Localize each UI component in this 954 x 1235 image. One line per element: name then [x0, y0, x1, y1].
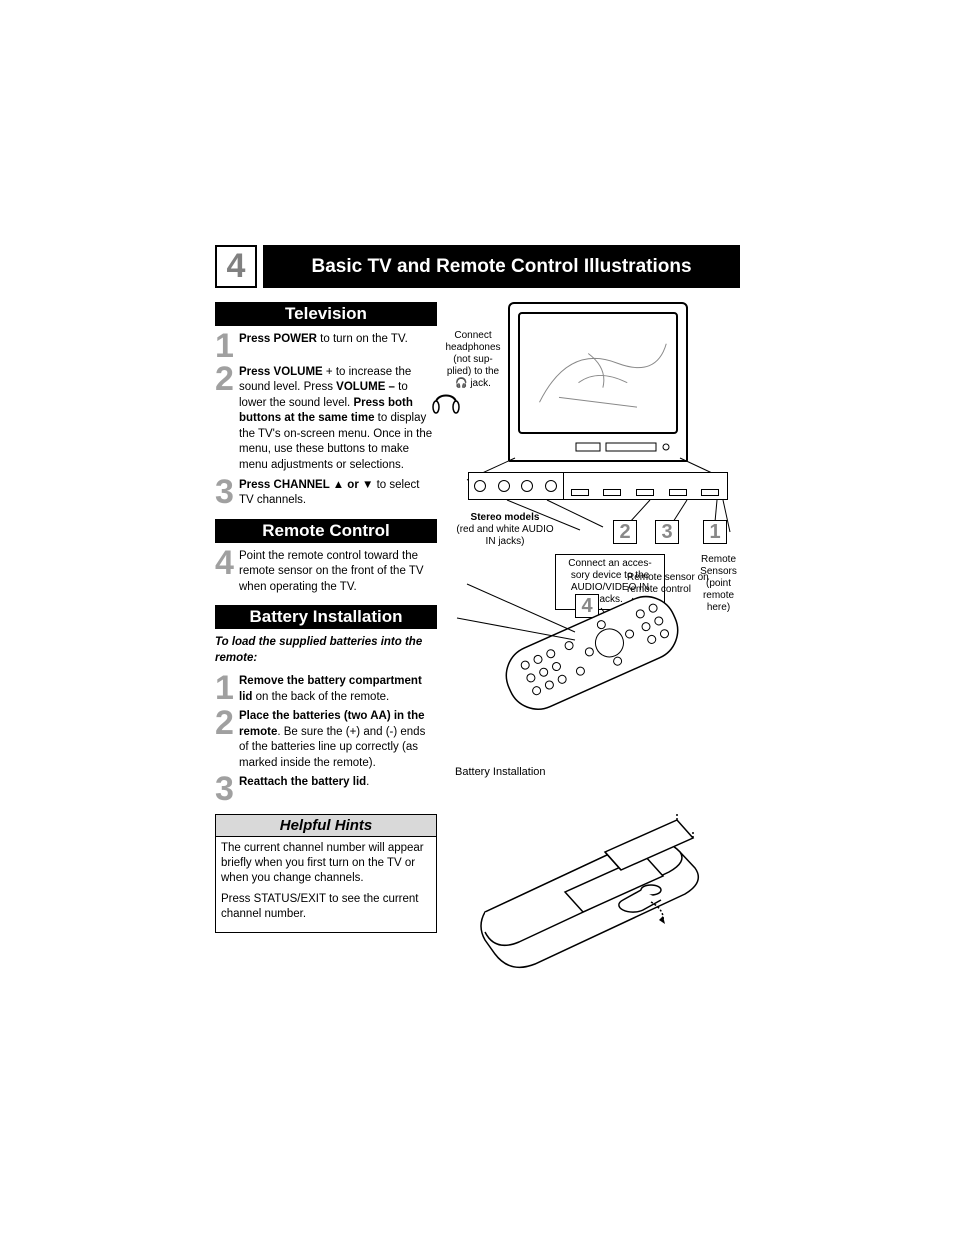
- step-number: 2: [215, 365, 239, 474]
- battery-illustration: Battery Installation: [455, 766, 740, 986]
- instruction-step: 4Point the remote control toward the rem…: [215, 549, 437, 596]
- hint-paragraph: The current channel number will appear b…: [221, 841, 431, 886]
- section-title-television: Television: [215, 302, 437, 326]
- step-text: Reattach the battery lid.: [239, 775, 369, 804]
- page-header: 4 Basic TV and Remote Control Illustrati…: [215, 245, 740, 288]
- callout-1: 1: [703, 520, 727, 544]
- instructions-column: Television 1Press POWER to turn on the T…: [215, 302, 437, 986]
- step-number: 2: [215, 709, 239, 771]
- battery-steps: 1Remove the battery compartment lid on t…: [215, 674, 437, 804]
- helpful-hints-box: Helpful Hints The current channel number…: [215, 814, 437, 933]
- step-text: Press POWER to turn on the TV.: [239, 332, 408, 361]
- step-number: 3: [215, 775, 239, 804]
- instruction-step: 2Press VOLUME + to increase the sound le…: [215, 365, 437, 474]
- page-title-bar: Basic TV and Remote Control Illustration…: [263, 245, 740, 288]
- stereo-models-label: Stereo models (red and white AUDIO IN ja…: [455, 512, 555, 548]
- instruction-step: 2Place the batteries (two AA) in the rem…: [215, 709, 437, 771]
- hints-body: The current channel number will appear b…: [216, 837, 436, 932]
- battery-svg: [455, 782, 725, 982]
- step-text: Press VOLUME + to increase the sound lev…: [239, 365, 437, 474]
- television-steps: 1Press POWER to turn on the TV.2Press VO…: [215, 332, 437, 509]
- remote-illustration: 4 Remote sensor on remote control: [455, 580, 740, 760]
- manual-page: 4 Basic TV and Remote Control Illustrati…: [215, 245, 740, 986]
- step-number: 1: [215, 332, 239, 361]
- page-number-box: 4: [215, 245, 257, 288]
- section-title-remote: Remote Control: [215, 519, 437, 543]
- callout-3: 3: [655, 520, 679, 544]
- battery-caption: Battery Installation: [455, 766, 740, 778]
- step-text: Place the batteries (two AA) in the remo…: [239, 709, 437, 771]
- instruction-step: 1Press POWER to turn on the TV.: [215, 332, 437, 361]
- instruction-step: 3Reattach the battery lid.: [215, 775, 437, 804]
- remote-steps: 4Point the remote control toward the rem…: [215, 549, 437, 596]
- illustration-column: Connectheadphones(not sup-plied) to the🎧…: [455, 302, 740, 986]
- stereo-sub: (red and white AUDIO IN jacks): [456, 524, 553, 547]
- step-number: 1: [215, 674, 239, 705]
- instruction-step: 3Press CHANNEL ▲ or ▼ to select TV chann…: [215, 478, 437, 509]
- instruction-step: 1Remove the battery compartment lid on t…: [215, 674, 437, 705]
- step-text: Press CHANNEL ▲ or ▼ to select TV channe…: [239, 478, 437, 509]
- stereo-title: Stereo models: [471, 512, 540, 523]
- callout-2: 2: [613, 520, 637, 544]
- section-title-battery: Battery Installation: [215, 605, 437, 629]
- hint-paragraph: Press STATUS/EXIT to see the current cha…: [221, 892, 431, 922]
- two-column-layout: Television 1Press POWER to turn on the T…: [215, 302, 740, 986]
- step-number: 4: [215, 549, 239, 596]
- hints-title: Helpful Hints: [216, 815, 436, 837]
- step-number: 3: [215, 478, 239, 509]
- battery-intro: To load the supplied batteries into the …: [215, 635, 437, 666]
- step-text: Remove the battery compartment lid on th…: [239, 674, 437, 705]
- step-text: Point the remote control toward the remo…: [239, 549, 437, 596]
